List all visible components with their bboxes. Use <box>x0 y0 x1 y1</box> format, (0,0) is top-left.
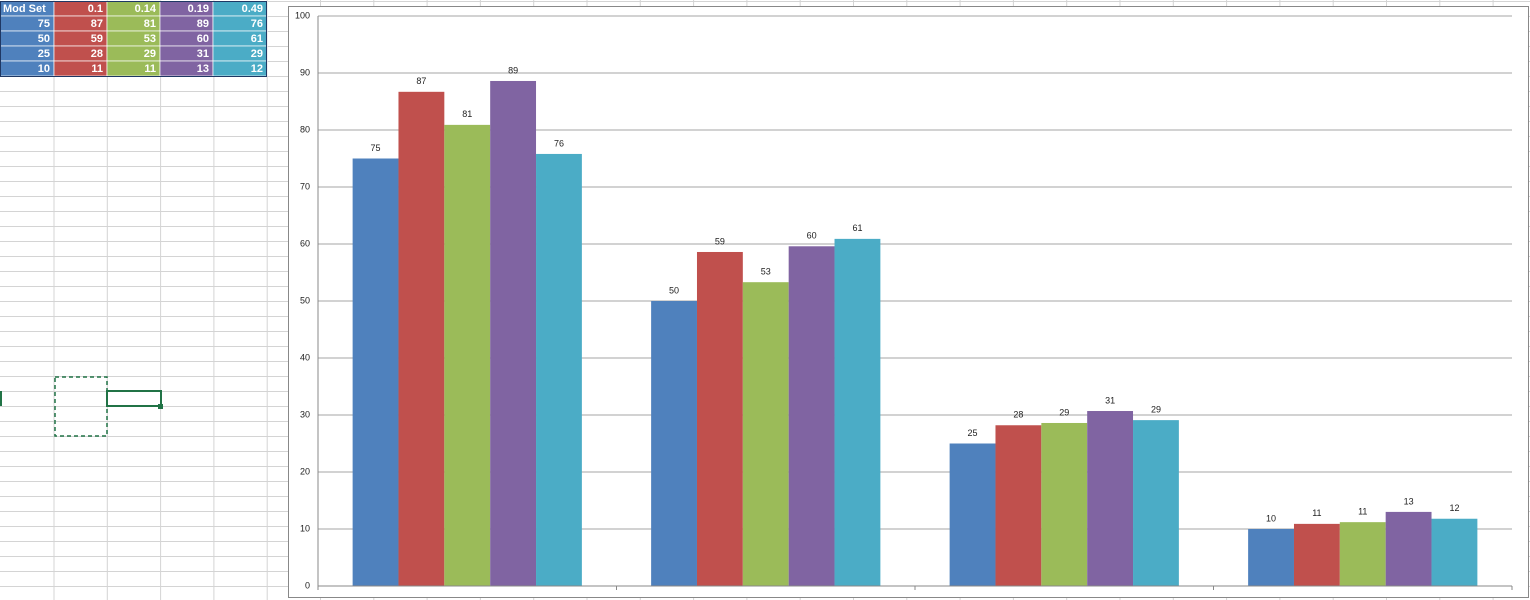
y-tick-label: 30 <box>300 409 310 419</box>
bar <box>742 282 789 586</box>
row-indicator <box>0 391 2 406</box>
data-label: 75 <box>371 143 381 153</box>
cell-text: 29 <box>251 48 263 60</box>
cell-text: 76 <box>251 18 263 30</box>
data-label: 11 <box>1358 507 1367 517</box>
data-label: 89 <box>508 65 518 75</box>
header-cell-text: 0.19 <box>188 3 209 15</box>
bar <box>1087 411 1134 586</box>
cell-text: 31 <box>197 48 209 60</box>
bar <box>536 153 582 586</box>
cell-text: 25 <box>38 48 50 60</box>
bar <box>1041 422 1088 586</box>
chart: 0 10 20 30 40 50 60 70 80 90 100 75 50 25 10 87 59 28 11 81… <box>295 10 1513 590</box>
bar <box>398 91 445 586</box>
data-label: 12 <box>1449 503 1459 513</box>
y-tick-label: 40 <box>300 352 310 362</box>
cell-text: 11 <box>144 63 156 75</box>
copy-selection[interactable] <box>54 376 108 437</box>
cell-text: 60 <box>197 33 209 45</box>
header-cell-text: 0.49 <box>242 3 263 15</box>
bar <box>651 301 697 586</box>
cell-text: 50 <box>38 33 50 45</box>
data-label: 10 <box>1266 513 1276 523</box>
header-cell-text: Mod Set <box>3 3 46 15</box>
y-tick-label: 0 <box>305 580 310 590</box>
y-tick-label: 50 <box>300 295 310 305</box>
data-label: 13 <box>1404 496 1414 506</box>
y-tick-label: 10 <box>300 523 310 533</box>
data-label: 29 <box>1059 407 1069 417</box>
data-label: 31 <box>1105 395 1115 405</box>
cell-text: 59 <box>91 33 103 45</box>
data-label: 59 <box>715 236 725 246</box>
bar <box>995 425 1042 586</box>
bar <box>1133 420 1179 586</box>
cell-text: 10 <box>38 63 50 75</box>
bar <box>490 80 537 586</box>
y-tick-label: 100 <box>295 10 310 20</box>
y-tick-label: 20 <box>300 466 310 476</box>
cell-text: 81 <box>144 18 156 30</box>
cell-text: 53 <box>144 33 156 45</box>
data-label: 61 <box>852 223 862 233</box>
data-label: 60 <box>807 231 817 241</box>
header-cell-text: 0.1 <box>88 3 103 15</box>
data-label: 50 <box>669 285 679 295</box>
bar <box>949 443 996 586</box>
bar <box>696 251 743 587</box>
cell-text: 28 <box>91 48 103 60</box>
y-tick-label: 70 <box>300 181 310 191</box>
cell-text: 61 <box>251 33 263 45</box>
table-border <box>0 1 267 77</box>
y-tick-label: 60 <box>300 238 310 248</box>
data-label: 87 <box>416 76 426 86</box>
data-label: 81 <box>462 109 472 119</box>
data-label: 25 <box>968 428 978 438</box>
cell-text: 75 <box>38 18 50 30</box>
bar <box>1339 522 1386 586</box>
data-label: 11 <box>1312 508 1321 518</box>
cell-text: 12 <box>251 63 263 75</box>
cell-text: 13 <box>197 63 209 75</box>
data-label: 29 <box>1151 405 1161 415</box>
cell-text: 11 <box>91 63 103 75</box>
cell-text: 87 <box>91 18 103 30</box>
data-label: 28 <box>1013 410 1023 420</box>
data-table: Mod Set 0.1 0.14 0.19 0.49 75 87 81 89 76 50 59 53 60… <box>0 0 268 77</box>
header-cell-text: 0.14 <box>135 3 157 15</box>
cell-text: 89 <box>197 18 209 30</box>
active-cell[interactable] <box>106 390 162 407</box>
bar <box>444 124 491 587</box>
bar <box>834 238 881 586</box>
data-label: 53 <box>761 267 771 277</box>
bar <box>1385 511 1432 586</box>
bar <box>352 158 399 586</box>
fill-handle[interactable] <box>158 404 163 409</box>
bar <box>1293 523 1340 586</box>
y-tick-label: 90 <box>300 67 310 77</box>
bar <box>1431 518 1478 586</box>
bar <box>788 246 835 586</box>
bar <box>1248 529 1294 586</box>
data-label: 76 <box>554 138 564 148</box>
y-tick-label: 80 <box>300 124 310 134</box>
cell-text: 29 <box>144 48 156 60</box>
